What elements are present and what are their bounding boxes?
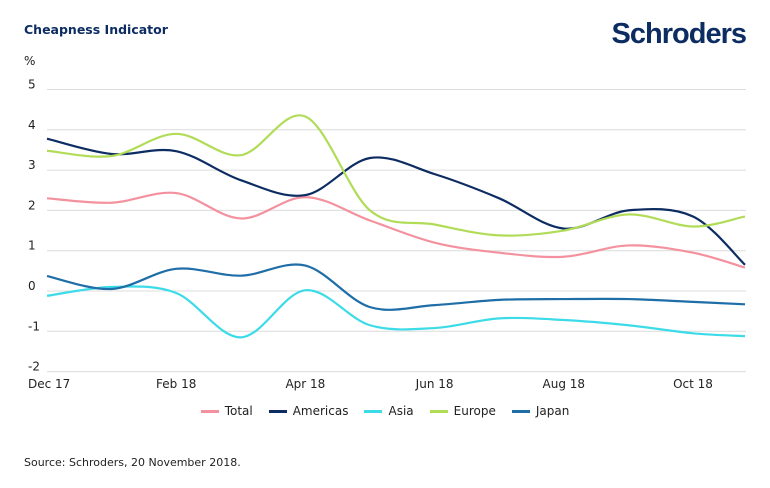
legend-label: Europe [453, 404, 496, 418]
legend-swatch [268, 409, 287, 413]
y-axis-unit: % [24, 54, 36, 68]
legend: Total Americas Asia Europe Japan [0, 404, 770, 418]
y-tick-label: 2 [28, 198, 36, 212]
legend-swatch [200, 409, 219, 413]
x-tick-label: Apr 18 [285, 377, 325, 391]
legend-item-japan: Japan [511, 404, 570, 418]
legend-label: Asia [388, 404, 414, 418]
legend-item-europe: Europe [429, 404, 496, 418]
legend-item-asia: Asia [364, 404, 414, 418]
legend-swatch [511, 409, 530, 413]
line-chart: 5 4 3 2 1 0 -1 -2 Dec 17 Feb 18 Apr 18 Jun 18 Aug 18… [28, 78, 746, 391]
legend-swatch [364, 409, 383, 413]
legend-label: Americas [292, 404, 349, 418]
x-tick-label: Feb 18 [156, 377, 196, 391]
series-line-total [46, 191, 746, 269]
legend-item-americas: Americas [268, 404, 349, 418]
series-line-japan [46, 263, 746, 311]
series-line-asia [46, 285, 746, 339]
y-tick-label: 4 [28, 118, 36, 132]
series-line-europe [46, 114, 746, 237]
legend-item-total: Total [200, 404, 253, 418]
y-tick-label: 0 [28, 279, 36, 293]
x-tick-label: Aug 18 [543, 377, 586, 391]
y-tick-label: -2 [28, 360, 40, 374]
chart-title: Cheapness Indicator [24, 22, 168, 37]
schroders-logo: Schroders [611, 18, 747, 50]
y-tick-label: -1 [28, 319, 40, 333]
legend-label: Total [224, 404, 253, 418]
y-tick-label: 1 [28, 239, 36, 253]
y-tick-label: 3 [28, 158, 36, 172]
series-line-americas [46, 137, 746, 266]
x-tick-label: Jun 18 [415, 377, 454, 391]
y-tick-label: 5 [28, 78, 36, 92]
x-tick-label: Oct 18 [673, 377, 713, 391]
source-note: Source: Schroders, 20 November 2018. [24, 456, 241, 469]
legend-swatch [429, 409, 448, 413]
legend-label: Japan [535, 404, 570, 418]
x-tick-label: Dec 17 [28, 377, 70, 391]
